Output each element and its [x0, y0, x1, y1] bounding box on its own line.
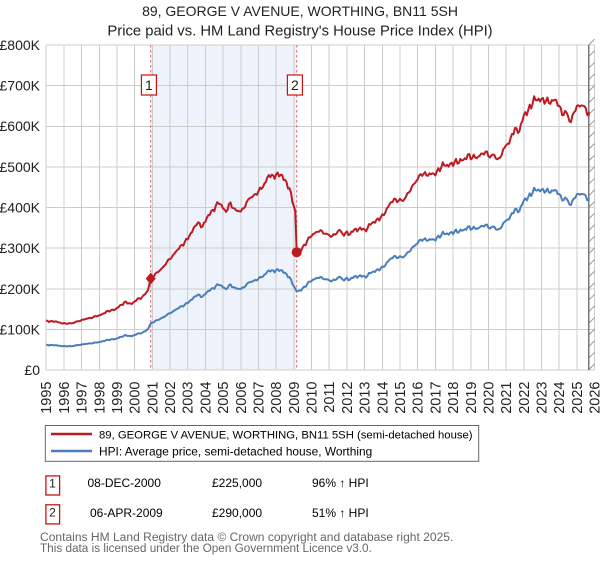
- svg-text:1997: 1997: [75, 382, 91, 414]
- svg-text:2003: 2003: [181, 382, 197, 414]
- svg-text:1995: 1995: [39, 382, 55, 414]
- svg-text:£200K: £200K: [0, 281, 41, 297]
- svg-text:1999: 1999: [110, 382, 126, 414]
- svg-text:HPI: Average price, semi-detac: HPI: Average price, semi-detached house,…: [99, 445, 372, 459]
- svg-text:£0: £0: [24, 362, 40, 378]
- svg-text:89, GEORGE V AVENUE, WORTHING,: 89, GEORGE V AVENUE, WORTHING, BN11 5SH …: [99, 430, 473, 442]
- svg-text:£600K: £600K: [0, 118, 41, 134]
- svg-text:£800K: £800K: [0, 37, 41, 53]
- svg-text:06-APR-2009: 06-APR-2009: [90, 506, 163, 520]
- svg-text:2018: 2018: [446, 382, 462, 414]
- svg-text:£400K: £400K: [0, 200, 41, 216]
- svg-text:£100K: £100K: [0, 321, 41, 337]
- svg-text:2001: 2001: [145, 382, 161, 414]
- svg-text:2016: 2016: [411, 382, 427, 414]
- svg-text:2017: 2017: [428, 382, 444, 414]
- svg-text:£700K: £700K: [0, 78, 41, 94]
- svg-text:1998: 1998: [92, 382, 108, 414]
- svg-text:2021: 2021: [499, 382, 515, 414]
- svg-text:89, GEORGE V AVENUE, WORTHING,: 89, GEORGE V AVENUE, WORTHING, BN11 5SH: [142, 3, 458, 19]
- svg-text:51% ↑ HPI: 51% ↑ HPI: [312, 506, 369, 520]
- svg-text:£290,000: £290,000: [212, 506, 262, 520]
- svg-text:2002: 2002: [163, 382, 179, 414]
- svg-text:1996: 1996: [57, 382, 73, 414]
- svg-text:2026: 2026: [588, 382, 600, 414]
- svg-text:08-DEC-2000: 08-DEC-2000: [88, 476, 162, 490]
- svg-text:2009: 2009: [287, 382, 303, 414]
- svg-text:2019: 2019: [464, 382, 480, 414]
- svg-text:2020: 2020: [482, 382, 498, 414]
- svg-text:£225,000: £225,000: [212, 476, 262, 490]
- svg-text:£300K: £300K: [0, 240, 41, 256]
- svg-text:2025: 2025: [570, 382, 586, 414]
- svg-text:£500K: £500K: [0, 159, 41, 175]
- svg-text:2012: 2012: [340, 382, 356, 414]
- svg-text:2000: 2000: [128, 382, 144, 414]
- svg-text:2023: 2023: [535, 382, 551, 414]
- svg-text:2022: 2022: [517, 382, 533, 414]
- svg-text:Contains HM Land Registry data: Contains HM Land Registry data © Crown c…: [40, 530, 453, 544]
- svg-text:2015: 2015: [393, 382, 409, 414]
- svg-text:2005: 2005: [216, 382, 232, 414]
- svg-text:1: 1: [49, 477, 56, 491]
- svg-text:2010: 2010: [305, 382, 321, 414]
- svg-text:2007: 2007: [252, 382, 268, 414]
- svg-text:2: 2: [291, 77, 299, 93]
- svg-text:96% ↑ HPI: 96% ↑ HPI: [312, 476, 369, 490]
- svg-text:2004: 2004: [198, 382, 214, 414]
- svg-text:1: 1: [145, 77, 153, 93]
- svg-text:Price paid vs. HM Land Registr: Price paid vs. HM Land Registry's House …: [107, 24, 492, 40]
- svg-text:This data is licensed under th: This data is licensed under the Open Gov…: [40, 542, 372, 555]
- svg-text:2024: 2024: [552, 382, 568, 414]
- svg-text:2013: 2013: [358, 382, 374, 414]
- svg-text:2011: 2011: [322, 382, 338, 413]
- svg-text:2: 2: [49, 506, 56, 520]
- svg-text:2014: 2014: [375, 382, 391, 414]
- svg-text:2008: 2008: [269, 382, 285, 414]
- svg-text:2006: 2006: [234, 382, 250, 414]
